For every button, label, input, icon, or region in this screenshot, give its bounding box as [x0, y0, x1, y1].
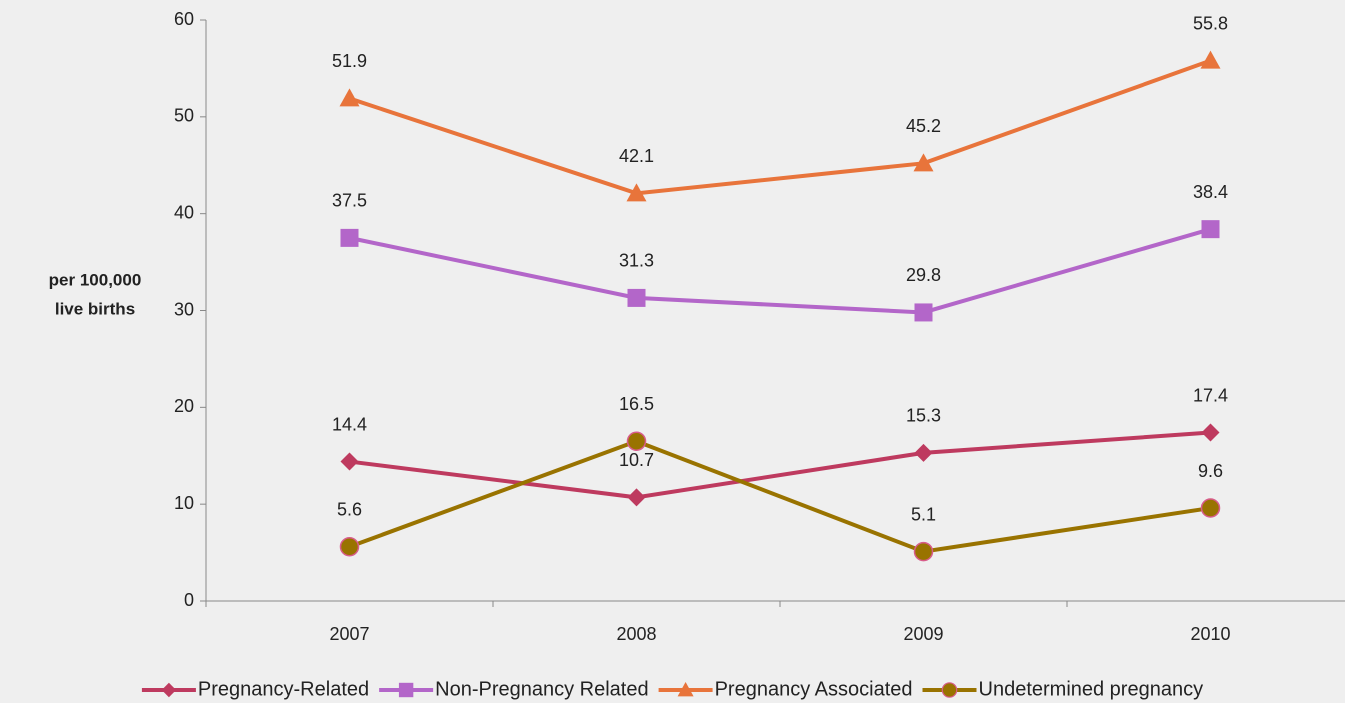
- legend-label: Non-Pregnancy Related: [435, 678, 648, 700]
- legend-marker: [941, 682, 958, 698]
- data-point: [913, 541, 934, 562]
- x-tick-label: 2008: [616, 624, 656, 644]
- data-label: 5.1: [911, 504, 936, 524]
- legend-label: Pregnancy-Related: [198, 678, 369, 700]
- data-label: 29.8: [906, 265, 941, 285]
- x-tick-label: 2010: [1190, 624, 1230, 644]
- data-label: 17.4: [1193, 385, 1228, 405]
- data-point: [339, 88, 360, 107]
- data-label: 45.2: [906, 116, 941, 136]
- series-line: [348, 58, 1212, 196]
- data-point: [913, 153, 934, 172]
- y-tick-label: 10: [174, 493, 194, 513]
- data-label: 14.4: [332, 414, 367, 434]
- data-label: 16.5: [619, 394, 654, 414]
- legend-marker: [161, 682, 177, 698]
- data-point: [1201, 423, 1220, 442]
- y-tick-label: 50: [174, 106, 194, 126]
- series-line: [349, 227, 1212, 315]
- data-point: [340, 452, 359, 471]
- data-point: [1201, 220, 1220, 239]
- y-tick-label: 40: [174, 202, 194, 222]
- data-label: 9.6: [1198, 461, 1223, 481]
- data-label: 15.3: [906, 406, 941, 426]
- y-tick-label: 30: [174, 299, 194, 319]
- data-label: 10.7: [619, 450, 654, 470]
- data-point: [627, 288, 646, 307]
- y-axis-label: live births: [55, 299, 135, 318]
- data-label: 42.1: [619, 146, 654, 166]
- data-point: [627, 488, 646, 507]
- data-label: 5.6: [337, 500, 362, 520]
- series-line: [349, 430, 1211, 500]
- data-label: 37.5: [332, 191, 367, 211]
- data-point: [1200, 498, 1221, 518]
- legend-label: Undetermined pregnancy: [979, 678, 1204, 700]
- data-point: [339, 537, 360, 557]
- data-point: [1200, 50, 1221, 69]
- y-tick-label: 0: [184, 590, 194, 610]
- data-label: 38.4: [1193, 182, 1228, 202]
- data-point: [626, 431, 647, 451]
- x-tick-label: 2009: [903, 624, 943, 644]
- y-tick-label: 60: [174, 9, 194, 29]
- data-label: 55.8: [1193, 13, 1228, 33]
- legend-label: Pregnancy Associated: [715, 678, 913, 700]
- data-point: [340, 228, 359, 247]
- series-line: [348, 439, 1211, 554]
- x-tick-label: 2007: [329, 624, 369, 644]
- y-axis-label: per 100,000: [49, 270, 142, 289]
- data-point: [914, 303, 933, 322]
- data-point: [626, 183, 647, 202]
- legend-marker: [398, 682, 414, 698]
- y-tick-label: 20: [174, 396, 194, 416]
- legend-marker: [677, 682, 694, 697]
- data-label: 51.9: [332, 51, 367, 71]
- data-label: 31.3: [619, 251, 654, 271]
- data-point: [914, 443, 933, 462]
